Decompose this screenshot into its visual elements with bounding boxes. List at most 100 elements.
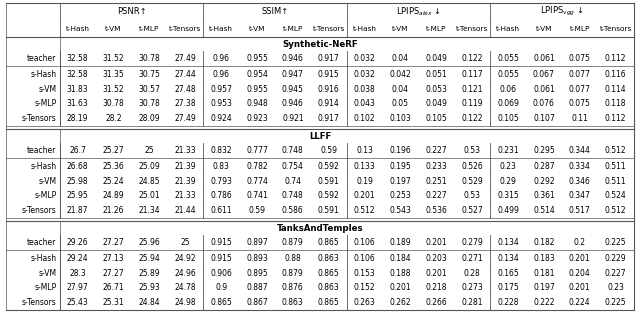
Text: t-Hash: t-Hash	[496, 26, 520, 32]
Text: 27.48: 27.48	[175, 85, 196, 94]
Text: 0.611: 0.611	[211, 206, 232, 215]
Text: 26.68: 26.68	[67, 162, 88, 171]
Text: SSIM↑: SSIM↑	[261, 7, 289, 16]
Text: TanksAndTemples: TanksAndTemples	[276, 224, 364, 233]
Text: 0.19: 0.19	[356, 177, 373, 186]
Text: 31.83: 31.83	[67, 85, 88, 94]
Text: 0.334: 0.334	[569, 162, 591, 171]
Text: s-MLP: s-MLP	[35, 191, 56, 200]
Text: 0.165: 0.165	[497, 269, 519, 278]
Text: 0.23: 0.23	[607, 283, 624, 292]
Text: t-MLP: t-MLP	[139, 26, 159, 32]
Text: t-Hash: t-Hash	[66, 26, 90, 32]
Text: 25.95: 25.95	[67, 191, 88, 200]
Text: 0.106: 0.106	[354, 238, 376, 247]
Text: LPIPS$_{vgg}$ ↓: LPIPS$_{vgg}$ ↓	[540, 5, 584, 18]
Text: 0.361: 0.361	[533, 191, 555, 200]
Text: 28.3: 28.3	[69, 269, 86, 278]
Text: 0.893: 0.893	[246, 254, 268, 263]
Text: 0.754: 0.754	[282, 162, 304, 171]
Text: s-VM: s-VM	[38, 85, 56, 94]
Text: 0.865: 0.865	[211, 298, 232, 307]
Text: 0.102: 0.102	[354, 114, 376, 123]
Text: 0.061: 0.061	[533, 54, 555, 63]
Text: 0.887: 0.887	[246, 283, 268, 292]
Text: 0.055: 0.055	[497, 54, 519, 63]
Text: 25: 25	[145, 146, 154, 155]
Text: 0.188: 0.188	[390, 269, 412, 278]
Text: 0.59: 0.59	[320, 146, 337, 155]
Text: 0.107: 0.107	[533, 114, 555, 123]
Text: 0.863: 0.863	[318, 254, 340, 263]
Text: 27.38: 27.38	[175, 99, 196, 108]
Text: 24.98: 24.98	[175, 298, 196, 307]
Text: 0.201: 0.201	[569, 283, 591, 292]
Text: 0.786: 0.786	[211, 191, 232, 200]
Text: PSNR↑: PSNR↑	[116, 7, 147, 16]
Text: 0.917: 0.917	[318, 54, 340, 63]
Text: 25.01: 25.01	[139, 191, 160, 200]
Text: t-Tensors: t-Tensors	[600, 26, 632, 32]
Text: 30.78: 30.78	[138, 54, 160, 63]
Text: 0.263: 0.263	[354, 298, 376, 307]
Text: 25.93: 25.93	[138, 283, 160, 292]
Text: 32.58: 32.58	[67, 70, 88, 79]
Text: Synthetic-NeRF: Synthetic-NeRF	[282, 40, 358, 49]
Text: 27.44: 27.44	[174, 70, 196, 79]
Text: 0.112: 0.112	[605, 54, 627, 63]
Text: 27.97: 27.97	[67, 283, 88, 292]
Text: 29.24: 29.24	[67, 254, 88, 263]
Text: s-MLP: s-MLP	[35, 283, 56, 292]
Text: 0.266: 0.266	[426, 298, 447, 307]
Text: s-Tensors: s-Tensors	[22, 114, 56, 123]
Text: 0.879: 0.879	[282, 269, 304, 278]
Text: LLFF: LLFF	[309, 132, 331, 141]
Text: 0.741: 0.741	[246, 191, 268, 200]
Text: LPIPS$_{alex}$ ↓: LPIPS$_{alex}$ ↓	[396, 5, 441, 18]
Text: 28.2: 28.2	[105, 114, 122, 123]
Text: 24.96: 24.96	[174, 269, 196, 278]
Text: 0.271: 0.271	[461, 254, 483, 263]
Text: t-Tensors: t-Tensors	[312, 26, 345, 32]
Text: 0.183: 0.183	[533, 254, 555, 263]
Text: 25.36: 25.36	[102, 162, 124, 171]
Text: 0.05: 0.05	[392, 99, 409, 108]
Text: 0.196: 0.196	[390, 146, 412, 155]
Text: 0.181: 0.181	[533, 269, 555, 278]
Text: 0.879: 0.879	[282, 238, 304, 247]
Text: 0.227: 0.227	[426, 146, 447, 155]
Text: 0.536: 0.536	[426, 206, 447, 215]
Text: 0.865: 0.865	[318, 269, 340, 278]
Text: 0.118: 0.118	[605, 99, 627, 108]
Text: 30.78: 30.78	[102, 99, 124, 108]
Text: 0.225: 0.225	[605, 238, 627, 247]
Text: 29.26: 29.26	[67, 238, 88, 247]
Text: 30.75: 30.75	[138, 70, 160, 79]
Text: s-VM: s-VM	[38, 177, 56, 186]
Text: 0.863: 0.863	[318, 283, 340, 292]
Text: t-Hash: t-Hash	[353, 26, 376, 32]
Text: 31.35: 31.35	[102, 70, 124, 79]
Text: 0.527: 0.527	[461, 206, 483, 215]
Text: 30.78: 30.78	[138, 99, 160, 108]
Text: 0.867: 0.867	[246, 298, 268, 307]
Text: 0.295: 0.295	[533, 146, 555, 155]
Text: 0.105: 0.105	[497, 114, 519, 123]
Text: 0.748: 0.748	[282, 146, 304, 155]
Text: 0.287: 0.287	[533, 162, 555, 171]
Text: 0.251: 0.251	[426, 177, 447, 186]
Text: t-VM: t-VM	[249, 26, 265, 32]
Text: 0.04: 0.04	[392, 85, 409, 94]
Text: 0.114: 0.114	[605, 85, 627, 94]
Text: 0.122: 0.122	[461, 114, 483, 123]
Text: 32.58: 32.58	[67, 54, 88, 63]
Text: 24.89: 24.89	[102, 191, 124, 200]
Text: teacher: teacher	[28, 146, 56, 155]
Text: 0.06: 0.06	[500, 85, 516, 94]
Text: 31.63: 31.63	[67, 99, 88, 108]
Text: 21.39: 21.39	[175, 162, 196, 171]
Text: t-Tensors: t-Tensors	[169, 26, 202, 32]
Text: 25.43: 25.43	[67, 298, 88, 307]
Text: s-Hash: s-Hash	[31, 254, 56, 263]
Text: 0.11: 0.11	[572, 114, 588, 123]
